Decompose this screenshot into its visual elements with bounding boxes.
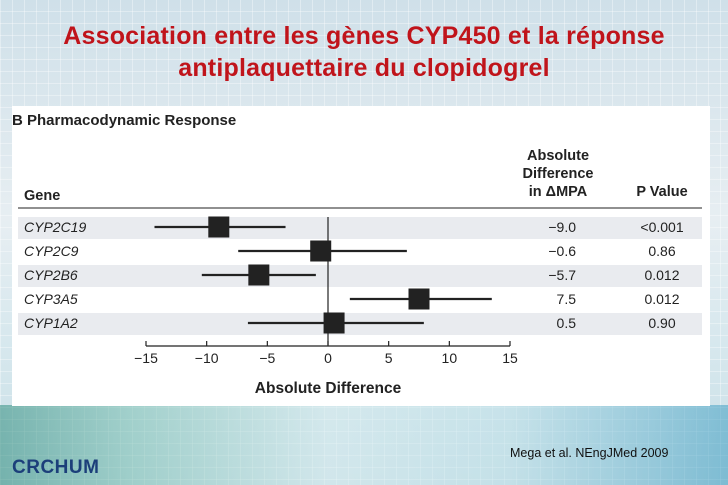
row-shading (18, 265, 702, 287)
p-value: 0.012 (644, 267, 679, 283)
x-tick-label: 5 (385, 350, 393, 366)
gene-label: CYP1A2 (24, 315, 78, 331)
x-tick-label: 0 (324, 350, 332, 366)
citation: Mega et al. NEngJMed 2009 (510, 446, 669, 460)
gene-header: Gene (24, 188, 60, 204)
x-tick-label: 10 (442, 350, 458, 366)
difference-value: 0.5 (557, 315, 577, 331)
x-tick-label: 15 (502, 350, 518, 366)
x-tick-label: −5 (259, 350, 275, 366)
row-shading (18, 217, 702, 239)
diff-header-line: Absolute (527, 148, 589, 164)
x-tick-label: −15 (134, 350, 158, 366)
crchum-logo: CRCHUM (12, 457, 100, 478)
p-value: 0.012 (644, 291, 679, 307)
gene-label: CYP2B6 (24, 267, 78, 283)
point-estimate (208, 216, 230, 238)
gene-label: CYP2C19 (24, 219, 86, 235)
gene-label: CYP3A5 (24, 291, 78, 307)
point-estimate (310, 240, 332, 262)
point-estimate (408, 288, 430, 310)
difference-value: −0.6 (548, 243, 576, 259)
point-estimate (248, 264, 270, 286)
p-value: <0.001 (640, 219, 683, 235)
point-estimate (323, 312, 345, 334)
panel-title: B Pharmacodynamic Response (12, 112, 237, 129)
p-value-header: P Value (636, 184, 687, 200)
x-tick-label: −10 (195, 350, 219, 366)
slide-title-line2: antiplaquettaire du clopidogrel (178, 54, 550, 82)
difference-value: −5.7 (548, 267, 576, 283)
x-axis-label: Absolute Difference (255, 380, 402, 397)
gene-label: CYP2C9 (24, 243, 79, 259)
diff-header-line: in ΔMPA (529, 184, 588, 200)
difference-value: −9.0 (548, 219, 576, 235)
slide-title-line1: Association entre les gènes CYP450 et la… (63, 22, 665, 50)
p-value: 0.90 (648, 315, 675, 331)
p-value: 0.86 (648, 243, 675, 259)
footer-band (0, 405, 728, 485)
slide-title: Association entre les gènes CYP450 et la… (0, 20, 728, 84)
diff-header-line: Difference (523, 166, 594, 182)
chart-panel (12, 106, 710, 406)
difference-value: 7.5 (557, 291, 577, 307)
